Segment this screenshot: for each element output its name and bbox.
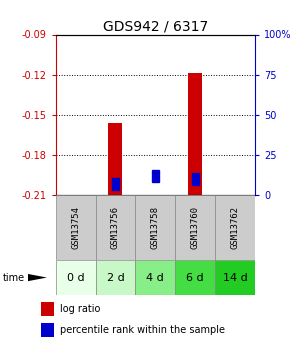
Text: GSM13760: GSM13760 — [191, 206, 200, 249]
Bar — [108, 123, 122, 195]
Bar — [152, 170, 159, 181]
Bar — [215, 195, 255, 260]
Text: GSM13762: GSM13762 — [231, 206, 239, 249]
Bar — [56, 195, 96, 260]
Bar — [192, 173, 199, 185]
Bar — [96, 195, 135, 260]
Text: GSM13758: GSM13758 — [151, 206, 160, 249]
Text: 2 d: 2 d — [107, 273, 124, 283]
Bar — [41, 323, 54, 337]
Bar — [215, 260, 255, 295]
Polygon shape — [28, 274, 47, 281]
Bar — [135, 260, 175, 295]
Text: percentile rank within the sample: percentile rank within the sample — [60, 325, 225, 335]
Bar — [112, 178, 119, 189]
Bar — [175, 260, 215, 295]
Text: GSM13754: GSM13754 — [71, 206, 80, 249]
Bar — [175, 195, 215, 260]
Text: 14 d: 14 d — [223, 273, 247, 283]
Text: 0 d: 0 d — [67, 273, 84, 283]
Bar — [41, 302, 54, 316]
Title: GDS942 / 6317: GDS942 / 6317 — [103, 19, 208, 33]
Text: 6 d: 6 d — [186, 273, 204, 283]
Text: log ratio: log ratio — [60, 304, 100, 314]
Bar — [188, 73, 202, 195]
Text: time: time — [3, 273, 25, 283]
Text: 4 d: 4 d — [146, 273, 164, 283]
Text: GSM13756: GSM13756 — [111, 206, 120, 249]
Bar — [96, 260, 135, 295]
Bar — [135, 195, 175, 260]
Bar — [56, 260, 96, 295]
